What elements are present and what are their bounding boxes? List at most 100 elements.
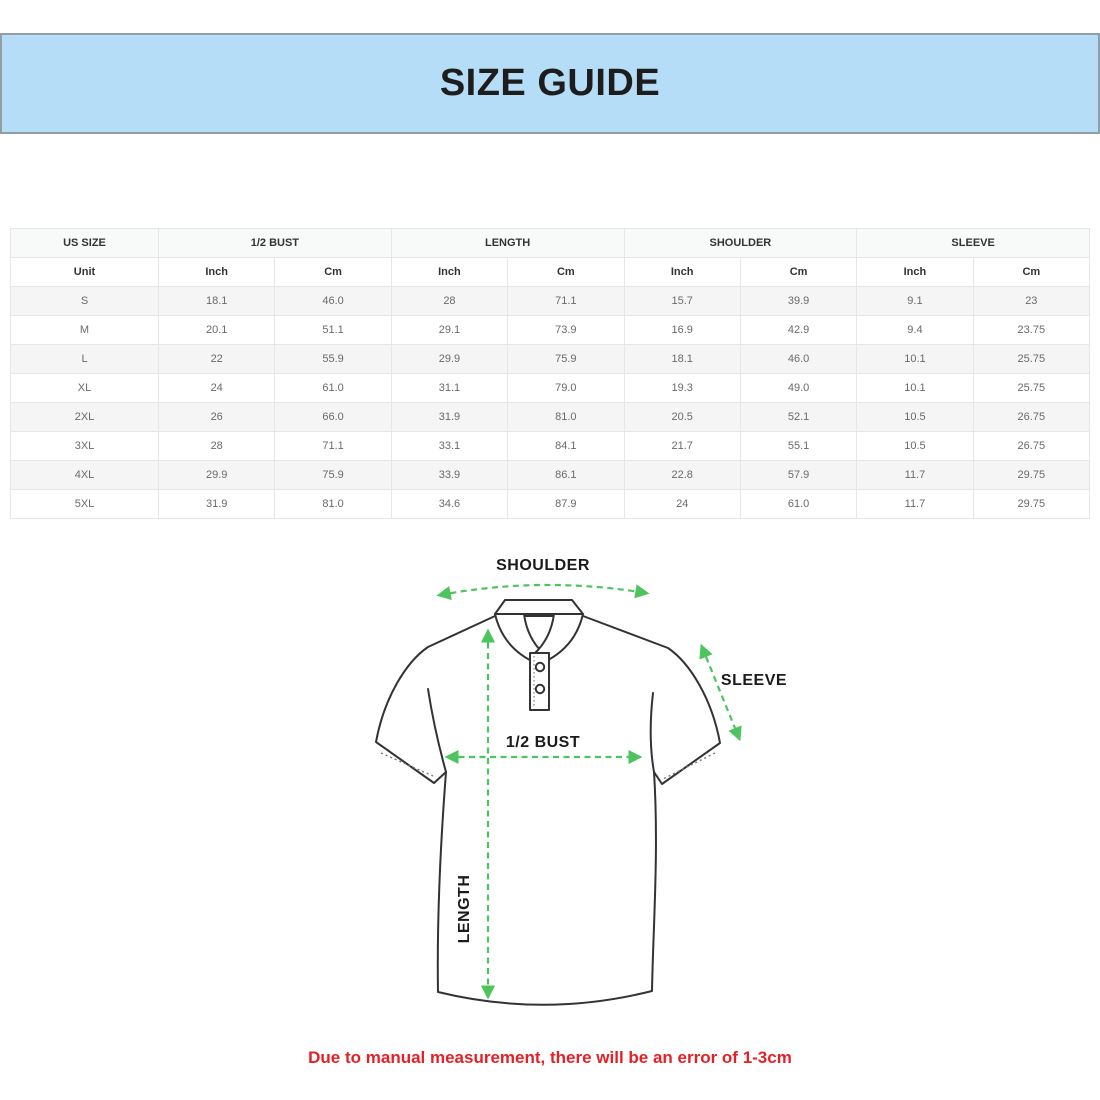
unit-cell: Inch <box>856 257 974 287</box>
measurement-cell: 23.75 <box>972 315 1091 345</box>
size-cell: 3XL <box>10 431 159 461</box>
measurement-cell: 33.9 <box>390 460 509 490</box>
button-placket <box>529 652 550 711</box>
column-header-sleeve: SLEEVE <box>856 228 1090 258</box>
button-bottom <box>534 683 546 695</box>
measurement-cell: 26.75 <box>972 402 1091 432</box>
measurement-cell: 81.0 <box>507 402 625 432</box>
measurement-arrows <box>436 583 742 1000</box>
measurement-cell: 10.1 <box>856 344 974 374</box>
measurement-cell: 25.75 <box>972 344 1091 374</box>
polo-shirt-outline <box>375 599 721 1006</box>
unit-cell: Cm <box>739 257 858 287</box>
group-header-row: US SIZE 1/2 BUST LENGTH SHOULDER SLEEVE <box>10 228 1090 258</box>
size-cell: M <box>10 315 159 345</box>
right-armhole-seam <box>649 692 655 773</box>
measurement-cell: 18.1 <box>623 344 741 374</box>
measurement-cell: 34.6 <box>390 489 509 519</box>
length-label: LENGTH <box>456 875 473 944</box>
measurement-cell: 23 <box>972 286 1091 316</box>
measurement-cell: 25.75 <box>972 373 1091 403</box>
measurement-cell: 9.1 <box>856 286 974 316</box>
unit-cell: Inch <box>623 257 741 287</box>
measurement-cell: 52.1 <box>739 402 858 432</box>
measurement-cell: 61.0 <box>739 489 858 519</box>
measurement-cell: 31.9 <box>390 402 509 432</box>
measurement-cell: 28 <box>157 431 276 461</box>
measurement-cell: 71.1 <box>507 286 625 316</box>
measurement-cell: 18.1 <box>157 286 276 316</box>
measurement-cell: 57.9 <box>739 460 858 490</box>
table-row: S 18.1 46.0 28 71.1 15.7 39.9 9.1 23 <box>10 286 1091 316</box>
measurement-cell: 10.5 <box>856 431 974 461</box>
measurement-cell: 16.9 <box>623 315 741 345</box>
measurement-cell: 75.9 <box>507 344 625 374</box>
measurement-cell: 15.7 <box>623 286 741 316</box>
column-header-shoulder: SHOULDER <box>623 228 858 258</box>
shoulder-arrow <box>436 583 650 601</box>
table-row: 3XL 28 71.1 33.1 84.1 21.7 55.1 10.5 26.75 <box>10 431 1091 461</box>
measurement-cell: 71.1 <box>274 431 392 461</box>
unit-header: Unit <box>10 257 159 287</box>
measurement-cell: 29.75 <box>972 489 1091 519</box>
table-row: 5XL 31.9 81.0 34.6 87.9 24 61.0 11.7 29.75 <box>10 489 1091 519</box>
table-row: M 20.1 51.1 29.1 73.9 16.9 42.9 9.4 23.75 <box>10 315 1091 345</box>
measurement-cell: 46.0 <box>274 286 392 316</box>
measurement-cell: 20.5 <box>623 402 741 432</box>
unit-row: Unit Inch Cm Inch Cm Inch Cm Inch Cm <box>10 257 1091 287</box>
measurement-cell: 49.0 <box>739 373 858 403</box>
unit-cell: Cm <box>274 257 392 287</box>
size-cell: 5XL <box>10 489 159 519</box>
size-cell: L <box>10 344 159 374</box>
measurement-cell: 87.9 <box>507 489 625 519</box>
unit-cell: Cm <box>507 257 625 287</box>
measurement-cell: 26 <box>157 402 276 432</box>
shirt-body <box>375 615 721 1006</box>
measurement-cell: 9.4 <box>856 315 974 345</box>
size-cell: S <box>10 286 159 316</box>
measurement-cell: 31.1 <box>390 373 509 403</box>
measurement-cell: 33.1 <box>390 431 509 461</box>
size-chart-table: US SIZE 1/2 BUST LENGTH SHOULDER SLEEVE … <box>10 228 1091 519</box>
measurement-cell: 10.1 <box>856 373 974 403</box>
table-row: 2XL 26 66.0 31.9 81.0 20.5 52.1 10.5 26.75 <box>10 402 1091 432</box>
measurement-cell: 24 <box>623 489 741 519</box>
measurement-cell: 29.1 <box>390 315 509 345</box>
measurement-cell: 29.75 <box>972 460 1091 490</box>
measurement-cell: 20.1 <box>157 315 276 345</box>
unit-cell: Inch <box>157 257 276 287</box>
page-title: SIZE GUIDE <box>439 62 661 104</box>
measurement-cell: 75.9 <box>274 460 392 490</box>
measurement-cell: 11.7 <box>856 489 974 519</box>
measurement-cell: 55.1 <box>739 431 858 461</box>
left-armhole-seam <box>427 688 447 773</box>
measurement-cell: 10.5 <box>856 402 974 432</box>
measurement-cell: 66.0 <box>274 402 392 432</box>
measurement-cell: 61.0 <box>274 373 392 403</box>
size-guide-banner: SIZE GUIDE <box>0 33 1100 134</box>
unit-cell: Inch <box>390 257 509 287</box>
button-top <box>534 661 546 673</box>
size-table-body: S 18.1 46.0 28 71.1 15.7 39.9 9.1 23 M 20.1 51.1 29.… <box>10 286 1091 519</box>
size-cell: 2XL <box>10 402 159 432</box>
measurement-cell: 22 <box>157 344 276 374</box>
measurement-disclaimer: Due to manual measurement, there will be… <box>308 1048 792 1067</box>
sleeve-label: SLEEVE <box>721 672 787 689</box>
measurement-cell: 28 <box>390 286 509 316</box>
column-header-us-size: US SIZE <box>10 228 159 258</box>
measurement-cell: 73.9 <box>507 315 625 345</box>
measurement-cell: 79.0 <box>507 373 625 403</box>
size-cell: 4XL <box>10 460 159 490</box>
table-row: 4XL 29.9 75.9 33.9 86.1 22.8 57.9 11.7 29.75 <box>10 460 1091 490</box>
table-row: XL 24 61.0 31.1 79.0 19.3 49.0 10.1 25.75 <box>10 373 1091 403</box>
polo-shirt-diagram: SHOULDER SLEEVE 1/2 BUST LENGTH <box>375 557 787 1006</box>
unit-cell: Cm <box>972 257 1091 287</box>
measurement-cell: 21.7 <box>623 431 741 461</box>
measurement-cell: 86.1 <box>507 460 625 490</box>
table-row: L 22 55.9 29.9 75.9 18.1 46.0 10.1 25.75 <box>10 344 1091 374</box>
measurement-cell: 24 <box>157 373 276 403</box>
measurement-cell: 11.7 <box>856 460 974 490</box>
measurement-cell: 81.0 <box>274 489 392 519</box>
column-header-length: LENGTH <box>390 228 625 258</box>
size-cell: XL <box>10 373 159 403</box>
